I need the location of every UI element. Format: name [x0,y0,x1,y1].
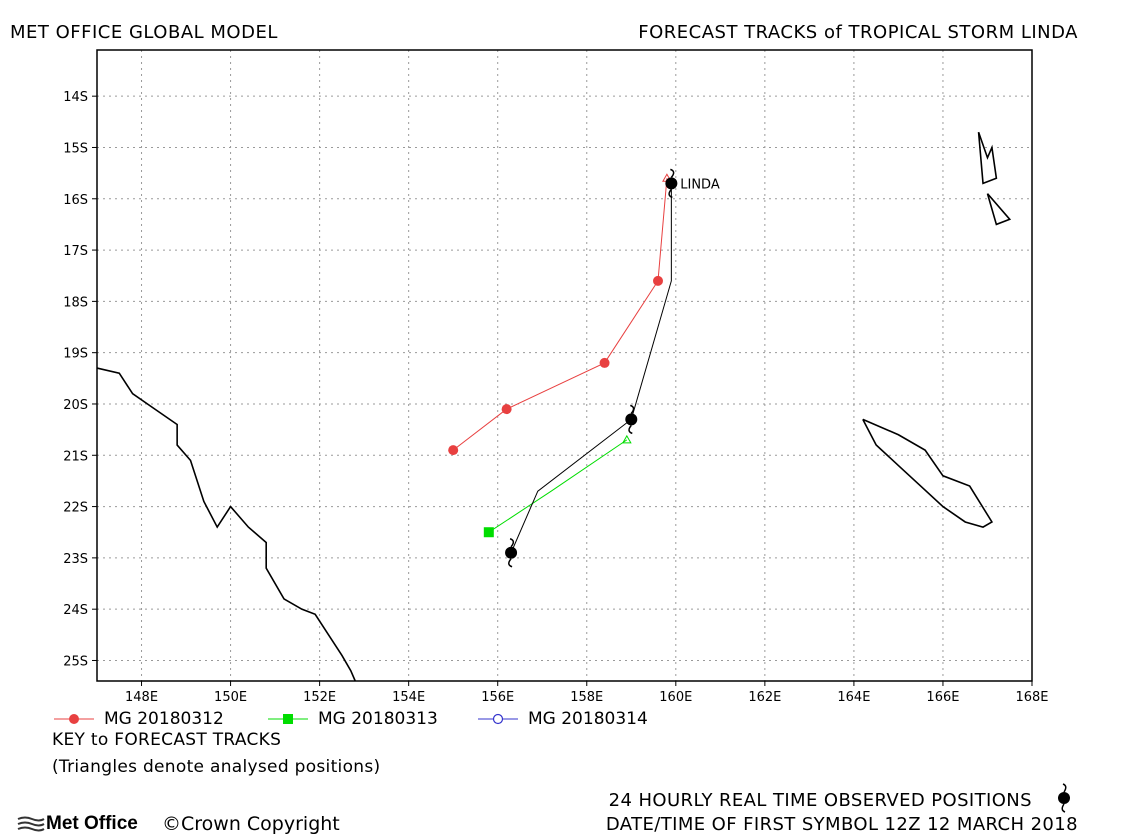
forecast-point [448,445,459,456]
tropical-storm-icon [665,177,678,190]
y-tick-label: 22S [63,501,88,516]
legend-marker-red-circle [54,714,94,724]
x-tick-label: 168E [1015,690,1048,705]
forecast-point [599,357,610,368]
forecast-point [653,275,663,286]
forecast-track [452,178,668,451]
model-title: MET OFFICE GLOBAL MODEL [10,22,278,43]
y-tick-label: 23S [63,552,88,567]
x-tick-label: 148E [125,690,158,705]
legend-label: MG 20180314 [528,709,648,729]
forecast-point [501,404,512,415]
x-tick-label: 160E [659,690,692,705]
storm-arm-icon [509,538,515,548]
coastline [977,131,998,185]
x-tick-label: 162E [748,690,781,705]
x-tick-label: 156E [481,690,514,705]
tropical-storm-icon [505,546,518,559]
copyright-text: ©Crown Copyright [162,813,340,835]
y-tick-label: 24S [63,603,88,618]
coastline [986,193,1012,226]
x-tick-label: 154E [392,690,425,705]
y-tick-label: 14S [63,90,88,105]
tropical-storm-icon [625,413,638,426]
key-note: (Triangles denote analysed positions) [52,757,381,777]
y-tick-label: 25S [63,654,88,669]
legend-marker-blue-open-circle [478,713,518,725]
y-tick-label: 15S [63,141,88,156]
y-tick-label: 17S [63,244,88,259]
legend-item-mg-20180312: MG 20180312 [52,709,224,729]
x-tick-label: 164E [837,690,870,705]
observed-track [510,183,672,553]
chart-title: FORECAST TRACKS of TROPICAL STORM LINDA [638,22,1078,43]
legend-label: MG 20180312 [104,709,224,729]
forecast-point [483,527,494,538]
analysed-position-triangle [621,434,632,444]
y-tick-label: 20S [63,398,88,413]
legend-item-mg-20180314: MG 20180314 [476,709,648,729]
key-title: KEY to FORECAST TRACKS [52,730,282,750]
legend-label: MG 20180313 [318,709,438,729]
storm-arm-icon [668,188,673,199]
y-tick-label: 18S [63,295,88,310]
y-tick-label: 16S [63,193,88,208]
met-office-logo-icon [17,816,45,832]
coastline [862,418,994,528]
storm-arm-icon [508,558,513,568]
x-tick-label: 166E [926,690,959,705]
tropical-storm-icon [1058,783,1070,813]
first-symbol-note: DATE/TIME OF FIRST SYMBOL 12Z 12 MARCH 2… [605,814,1078,835]
y-tick-label: 21S [63,449,88,464]
x-tick-label: 158E [570,690,603,705]
legend-marker-green-square [268,714,308,724]
forecast-track [488,439,628,533]
x-tick-label: 150E [214,690,247,705]
y-tick-label: 19S [63,347,88,362]
met-office-logo: Met Office [16,813,138,835]
storm-name-label: LINDA [680,178,720,193]
observed-positions-note: 24 HOURLY REAL TIME OBSERVED POSITIONS [608,790,1032,811]
storm-arm-icon [670,168,675,178]
storm-arm-icon [628,424,633,435]
x-tick-label: 152E [303,690,336,705]
logo-text: Met Office [46,813,138,834]
coastline [96,367,356,682]
storm-arm-icon [630,404,635,414]
map-frame [96,49,1033,682]
legend-item-mg-20180313: MG 20180313 [266,709,438,729]
